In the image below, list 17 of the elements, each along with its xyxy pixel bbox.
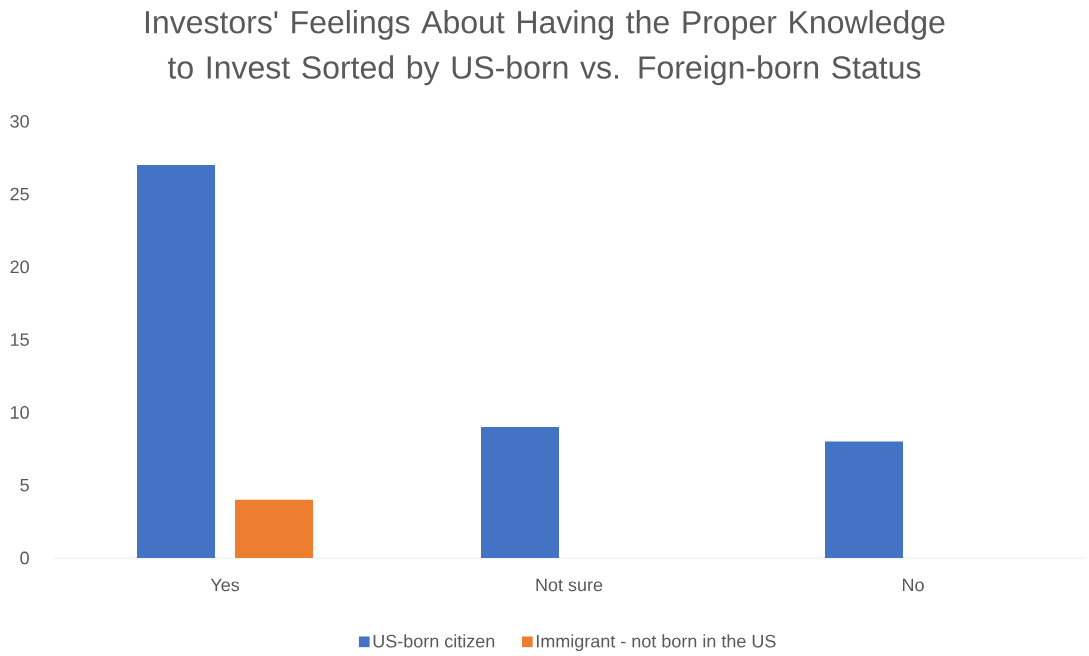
legend-label: Immigrant - not born in the US [536, 634, 776, 652]
y-tick-label: 0 [20, 551, 29, 565]
legend-label: US-born citizen [373, 634, 495, 648]
x-tick-label: Not sure [536, 578, 603, 592]
y-tick-label: 5 [20, 478, 29, 492]
y-tick-label: 10 [10, 406, 29, 419]
x-tick-label: No [902, 578, 924, 592]
y-tick-label: 15 [10, 333, 29, 346]
y-tick-label: 30 [10, 114, 29, 128]
bar [481, 426, 559, 558]
chart-title: Investors' Feelings About Having the Proper Knowledge to Invest Sorted by US-born vs. Foreign-born Status [145, 10, 945, 86]
x-tick-label: Yes [210, 578, 240, 592]
bar [137, 164, 216, 558]
bar [235, 499, 314, 558]
y-tick-label: 20 [10, 260, 29, 274]
y-tick-label: 25 [10, 187, 29, 201]
bar [825, 441, 903, 558]
